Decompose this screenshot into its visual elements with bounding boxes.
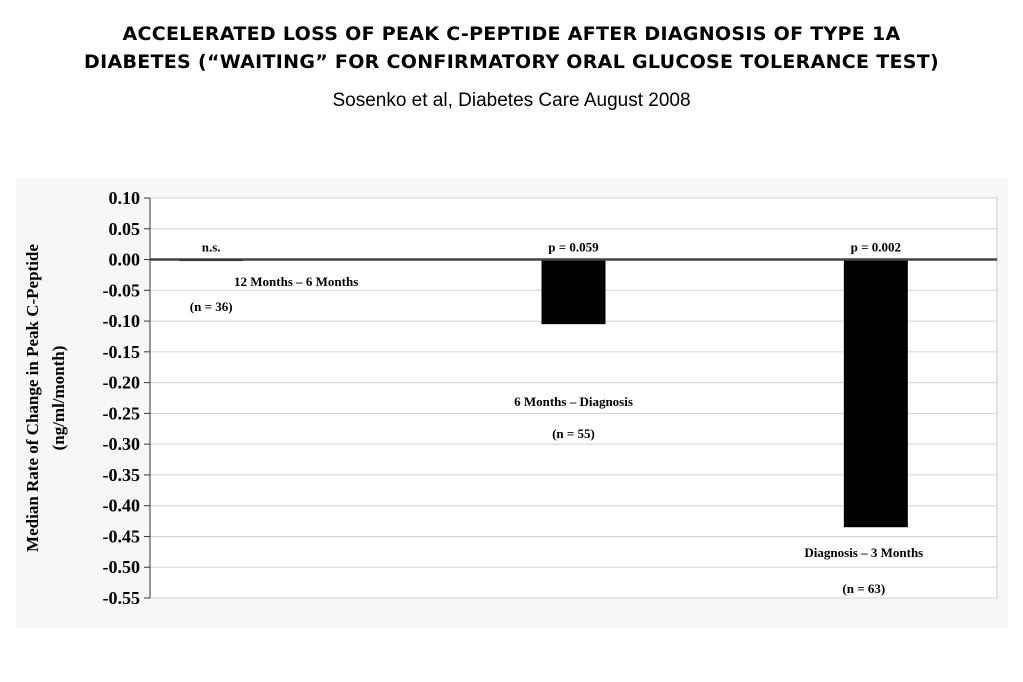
y-tick-label: -0.10 [103, 311, 141, 331]
bar-labels: n.s. 12 Months – 6 Months(n = 36) p = 0.05… [190, 240, 923, 597]
bar [843, 259, 908, 528]
bar [541, 259, 606, 325]
y-tick-label: -0.45 [103, 526, 141, 546]
title-line-2: DIABETES (“WAITING” FOR CONFIRMATORY ORA… [84, 51, 939, 73]
n-label: (n = 63) [842, 581, 885, 596]
y-tick-label: -0.05 [103, 280, 141, 300]
y-tick-label: -0.50 [103, 557, 141, 577]
y-tick-label: 0.00 [109, 250, 141, 270]
y-tick-label: 0.10 [109, 188, 141, 208]
chart-area: 0.10 0.05 0.00 -0.05 -0.10 -0.15 -0.20 -0.25 -0.… [0, 178, 1023, 638]
y-tick-label: 0.05 [109, 219, 141, 239]
category-label: Diagnosis – 3 Months [804, 545, 923, 560]
bars [179, 259, 908, 528]
p-value-label: p = 0.059 [548, 240, 599, 255]
y-tick-label: -0.30 [103, 434, 141, 454]
p-value-label: p = 0.002 [851, 240, 901, 255]
title-line-1: ACCELERATED LOSS OF PEAK C-PEPTIDE AFTER… [122, 23, 901, 45]
bar-chart: 0.10 0.05 0.00 -0.05 -0.10 -0.15 -0.20 -0.25 -0.… [16, 178, 1008, 628]
y-axis-ticks: 0.10 0.05 0.00 -0.05 -0.10 -0.15 -0.20 -0.25 -0.… [103, 188, 151, 608]
y-tick-label: -0.55 [103, 588, 141, 608]
y-axis-label-line-2: (ng/ml/month) [49, 346, 68, 451]
y-tick-label: -0.40 [103, 496, 141, 516]
category-label: 6 Months – Diagnosis [514, 394, 633, 409]
category-label: 12 Months – 6 Months [234, 274, 358, 289]
y-tick-label: -0.25 [103, 403, 141, 423]
y-axis-label-line-1: Median Rate of Change in Peak C-Peptide [23, 244, 42, 552]
p-value-label: n.s. [202, 240, 221, 255]
n-label: (n = 55) [552, 426, 595, 441]
y-tick-label: -0.15 [103, 342, 141, 362]
n-label: (n = 36) [190, 299, 233, 314]
y-tick-label: -0.35 [103, 465, 141, 485]
y-tick-label: -0.20 [103, 373, 141, 393]
chart-title: ACCELERATED LOSS OF PEAK C-PEPTIDE AFTER… [0, 20, 1023, 76]
chart-subtitle: Sosenko et al, Diabetes Care August 2008 [332, 90, 691, 111]
y-axis-label: Median Rate of Change in Peak C-Peptide … [23, 244, 68, 552]
